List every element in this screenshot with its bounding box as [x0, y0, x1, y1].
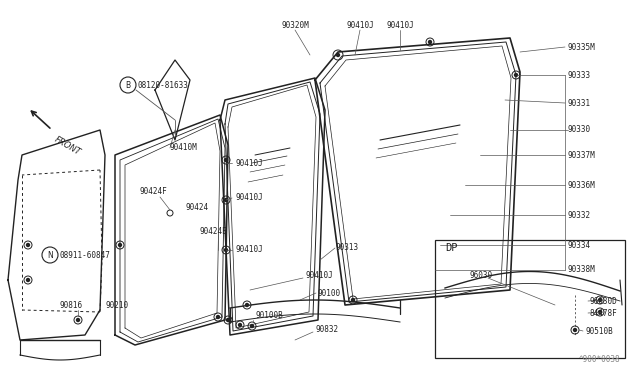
- Text: FRONT: FRONT: [53, 135, 83, 157]
- Text: 90335M: 90335M: [568, 42, 596, 51]
- Text: 90100: 90100: [318, 289, 341, 298]
- Text: 90338M: 90338M: [568, 266, 596, 275]
- Text: 96030: 96030: [470, 270, 493, 279]
- Text: 96030D: 96030D: [590, 298, 618, 307]
- Circle shape: [598, 298, 602, 301]
- Text: 90424F: 90424F: [140, 187, 168, 196]
- Circle shape: [239, 324, 241, 327]
- Text: 90410M: 90410M: [170, 144, 198, 153]
- Bar: [435, 240, 625, 358]
- Text: 90334: 90334: [568, 241, 591, 250]
- Circle shape: [250, 324, 253, 327]
- Circle shape: [225, 248, 227, 251]
- Text: 90410J: 90410J: [386, 20, 414, 29]
- Text: 90100B: 90100B: [255, 311, 283, 321]
- Text: ^900*0038: ^900*0038: [579, 355, 620, 364]
- Circle shape: [573, 328, 577, 331]
- Text: 90832: 90832: [315, 326, 338, 334]
- Circle shape: [225, 158, 227, 161]
- Text: 90424E: 90424E: [200, 228, 228, 237]
- Text: 90333: 90333: [568, 71, 591, 80]
- Text: B: B: [125, 80, 131, 90]
- Text: 90510B: 90510B: [585, 327, 612, 336]
- Circle shape: [216, 315, 220, 318]
- Text: 90313: 90313: [335, 244, 358, 253]
- Circle shape: [26, 279, 29, 282]
- Text: 08120-81633: 08120-81633: [138, 80, 189, 90]
- Text: 90337M: 90337M: [568, 151, 596, 160]
- Text: 90210: 90210: [105, 301, 128, 310]
- Circle shape: [77, 318, 79, 321]
- Text: 90410J: 90410J: [235, 193, 263, 202]
- Text: 90330: 90330: [568, 125, 591, 135]
- Circle shape: [118, 244, 122, 247]
- Circle shape: [337, 54, 339, 57]
- Text: 84478F: 84478F: [590, 308, 618, 317]
- Circle shape: [515, 74, 518, 77]
- Text: 90816: 90816: [60, 301, 83, 310]
- Circle shape: [246, 304, 248, 307]
- Text: 08911-60847: 08911-60847: [60, 250, 111, 260]
- Text: 90410J: 90410J: [346, 20, 374, 29]
- Text: 90410J: 90410J: [235, 158, 263, 167]
- Text: 90336M: 90336M: [568, 180, 596, 189]
- Text: 90332: 90332: [568, 211, 591, 219]
- Circle shape: [598, 311, 602, 314]
- Circle shape: [227, 318, 230, 321]
- Text: 90320M: 90320M: [281, 20, 309, 29]
- Circle shape: [225, 199, 227, 202]
- Text: DP: DP: [445, 243, 458, 253]
- Circle shape: [26, 244, 29, 247]
- Text: 90331: 90331: [568, 99, 591, 108]
- Text: 90410J: 90410J: [235, 246, 263, 254]
- Circle shape: [351, 298, 355, 301]
- Circle shape: [429, 41, 431, 44]
- Text: N: N: [47, 250, 53, 260]
- Text: 90410J: 90410J: [305, 272, 333, 280]
- Text: 90424: 90424: [185, 202, 208, 212]
